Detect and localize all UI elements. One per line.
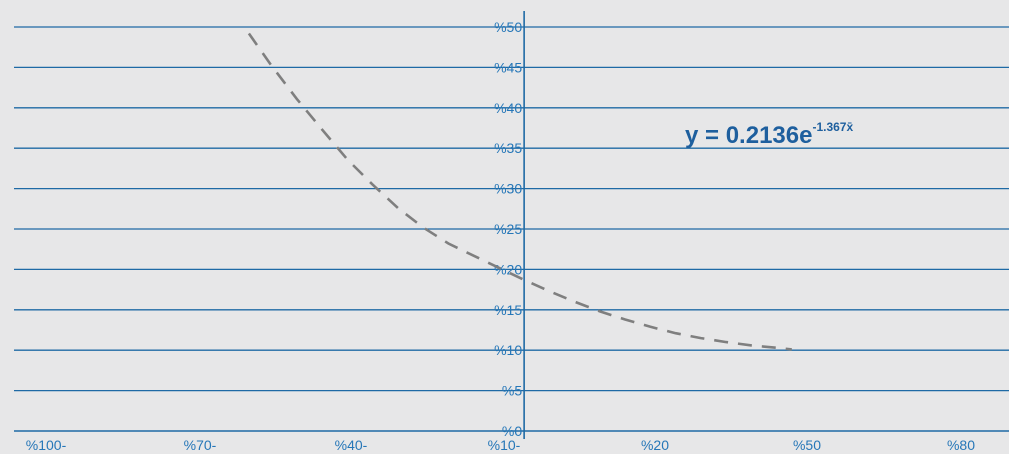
y-tick-label: %30 [494, 181, 522, 197]
y-tick-label: %15 [494, 302, 522, 318]
y-tick-label: %10 [494, 342, 522, 358]
equation-text: y = 0.2136e [685, 122, 812, 149]
y-tick-label: %25 [494, 221, 522, 237]
x-tick-label: %40- [335, 437, 368, 453]
axes [14, 11, 1009, 439]
x-tick-label: %10- [488, 437, 521, 453]
trendline-series [247, 32, 792, 351]
x-tick-label: %100- [26, 437, 67, 453]
x-tick-label: %70- [184, 437, 217, 453]
grid-lines [14, 26, 1009, 392]
y-tick-labels: %0 %5 %10 %15 %20 %25 %30 %35 %40 %45 %50 [494, 19, 522, 439]
equation-exponent: -1.367x̄ [812, 120, 853, 134]
y-tick-label: %35 [494, 140, 522, 156]
x-tick-labels: %100- %70- %40- %10- %20 %50 %80 [26, 437, 975, 453]
x-tick-label: %50 [793, 437, 821, 453]
x-tick-label: %80 [947, 437, 975, 453]
y-tick-label: %5 [502, 383, 522, 399]
y-tick-label: %45 [494, 59, 522, 75]
y-tick-label: %20 [494, 261, 522, 277]
y-tick-label: %0 [502, 423, 522, 439]
y-tick-label: %40 [494, 100, 522, 116]
y-tick-label: %50 [494, 19, 522, 35]
x-tick-label: %20 [641, 437, 669, 453]
equation-annotation: y = 0.2136e-1.367x̄ [685, 120, 853, 149]
